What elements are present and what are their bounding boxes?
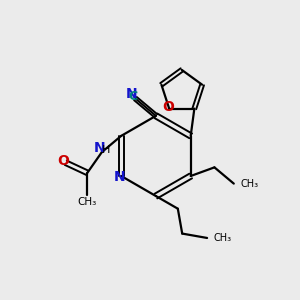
Text: O: O: [163, 100, 175, 114]
Text: N: N: [114, 170, 125, 184]
Text: N: N: [126, 87, 137, 101]
Text: H: H: [102, 145, 110, 155]
Text: N: N: [94, 141, 105, 155]
Text: CH₃: CH₃: [214, 233, 232, 243]
Text: C: C: [129, 90, 138, 103]
Text: CH₃: CH₃: [240, 178, 259, 189]
Text: CH₃: CH₃: [78, 196, 97, 207]
Text: O: O: [57, 154, 69, 168]
